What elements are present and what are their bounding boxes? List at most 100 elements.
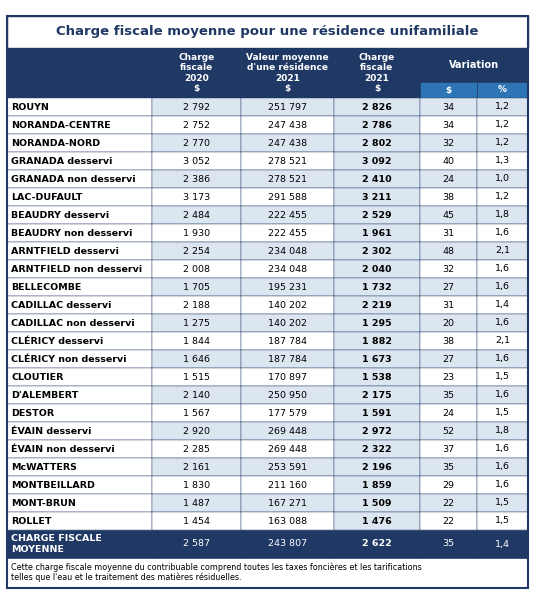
Bar xyxy=(241,404,334,422)
Text: 2 529: 2 529 xyxy=(362,210,392,219)
Text: 20: 20 xyxy=(442,319,455,327)
Bar xyxy=(7,332,152,350)
Bar xyxy=(420,188,477,206)
Text: 1 567: 1 567 xyxy=(183,408,210,417)
Text: MONT-BRUN: MONT-BRUN xyxy=(11,498,76,508)
Bar xyxy=(420,404,477,422)
Text: CADILLAC desservi: CADILLAC desservi xyxy=(11,300,111,310)
Text: McWATTERS: McWATTERS xyxy=(11,462,77,471)
Text: 1 646: 1 646 xyxy=(183,354,210,364)
Text: Valeur moyenne
d'une résidence
2021
$: Valeur moyenne d'une résidence 2021 $ xyxy=(246,53,329,93)
Text: 2 386: 2 386 xyxy=(183,175,210,183)
Text: BEAUDRY non desservi: BEAUDRY non desservi xyxy=(11,229,132,237)
Bar xyxy=(7,206,152,224)
Bar xyxy=(241,134,334,152)
Text: 32: 32 xyxy=(442,139,455,148)
Bar xyxy=(334,404,420,422)
Bar xyxy=(7,278,152,296)
Text: 2 826: 2 826 xyxy=(362,102,392,112)
Text: 38: 38 xyxy=(442,337,455,346)
Bar xyxy=(241,386,334,404)
Bar xyxy=(7,558,528,588)
Text: 1 830: 1 830 xyxy=(183,481,210,490)
Text: 1,6: 1,6 xyxy=(495,264,510,273)
Text: NORANDA-NORD: NORANDA-NORD xyxy=(11,139,100,148)
Bar xyxy=(420,48,528,82)
Text: 31: 31 xyxy=(442,229,455,237)
Text: 1 538: 1 538 xyxy=(362,373,392,381)
Text: 1,4: 1,4 xyxy=(495,300,510,310)
Text: 1 705: 1 705 xyxy=(183,283,210,292)
Text: 2 484: 2 484 xyxy=(183,210,210,219)
Text: 2 972: 2 972 xyxy=(362,427,392,435)
Bar xyxy=(152,386,241,404)
Text: 1 591: 1 591 xyxy=(362,408,392,417)
Bar xyxy=(334,314,420,332)
Bar xyxy=(152,422,241,440)
Bar xyxy=(152,458,241,476)
Text: 269 448: 269 448 xyxy=(268,427,307,435)
Text: 163 088: 163 088 xyxy=(268,517,307,525)
Bar xyxy=(477,242,528,260)
Bar xyxy=(334,296,420,314)
Text: 1,8: 1,8 xyxy=(495,210,510,219)
Bar xyxy=(420,458,477,476)
Bar xyxy=(241,188,334,206)
Text: ARNTFIELD non desservi: ARNTFIELD non desservi xyxy=(11,264,142,273)
Bar xyxy=(7,512,152,530)
Text: 1 882: 1 882 xyxy=(362,337,392,346)
Text: 2,1: 2,1 xyxy=(495,337,510,346)
Bar xyxy=(7,440,152,458)
Bar xyxy=(420,224,477,242)
Text: ROUYN: ROUYN xyxy=(11,102,49,112)
Text: ÉVAIN desservi: ÉVAIN desservi xyxy=(11,427,91,435)
Text: 1,6: 1,6 xyxy=(495,319,510,327)
Text: 2 285: 2 285 xyxy=(183,444,210,454)
Bar xyxy=(477,386,528,404)
Bar xyxy=(420,422,477,440)
Text: 253 591: 253 591 xyxy=(268,462,307,471)
Text: 3 211: 3 211 xyxy=(362,192,392,202)
Text: 2 920: 2 920 xyxy=(183,427,210,435)
Bar xyxy=(334,530,420,558)
Bar xyxy=(420,170,477,188)
Bar xyxy=(152,116,241,134)
Text: Charge
fiscale
2021
$: Charge fiscale 2021 $ xyxy=(359,53,395,93)
Bar xyxy=(420,314,477,332)
Text: CLOUTIER: CLOUTIER xyxy=(11,373,63,381)
Text: 29: 29 xyxy=(442,481,455,490)
Text: CHARGE FISCALE
MOYENNE: CHARGE FISCALE MOYENNE xyxy=(11,535,102,554)
Bar xyxy=(477,314,528,332)
Bar xyxy=(477,476,528,494)
Bar xyxy=(420,116,477,134)
Text: 34: 34 xyxy=(442,121,455,129)
Text: 24: 24 xyxy=(442,408,455,417)
Bar xyxy=(477,458,528,476)
Text: 34: 34 xyxy=(442,102,455,112)
Text: 35: 35 xyxy=(442,462,455,471)
Text: 48: 48 xyxy=(442,246,455,256)
Text: NORANDA-CENTRE: NORANDA-CENTRE xyxy=(11,121,111,129)
Bar xyxy=(241,476,334,494)
Text: 1,8: 1,8 xyxy=(495,427,510,435)
Bar xyxy=(334,458,420,476)
Text: 1,6: 1,6 xyxy=(495,481,510,490)
Bar xyxy=(477,296,528,314)
Text: 1,6: 1,6 xyxy=(495,354,510,364)
Text: 2 302: 2 302 xyxy=(362,246,392,256)
Text: 234 048: 234 048 xyxy=(268,246,307,256)
Text: 27: 27 xyxy=(442,283,455,292)
Text: 2 770: 2 770 xyxy=(183,139,210,148)
Bar xyxy=(7,98,152,116)
Bar xyxy=(241,48,334,98)
Text: Cette charge fiscale moyenne du contribuable comprend toutes les taxes foncières: Cette charge fiscale moyenne du contribu… xyxy=(11,562,422,582)
Bar xyxy=(241,296,334,314)
Bar xyxy=(334,152,420,170)
Text: 2 219: 2 219 xyxy=(362,300,392,310)
Bar xyxy=(477,440,528,458)
Text: 2 161: 2 161 xyxy=(183,462,210,471)
Text: 22: 22 xyxy=(442,498,455,508)
Bar xyxy=(152,332,241,350)
Text: 1 487: 1 487 xyxy=(183,498,210,508)
Bar xyxy=(7,422,152,440)
